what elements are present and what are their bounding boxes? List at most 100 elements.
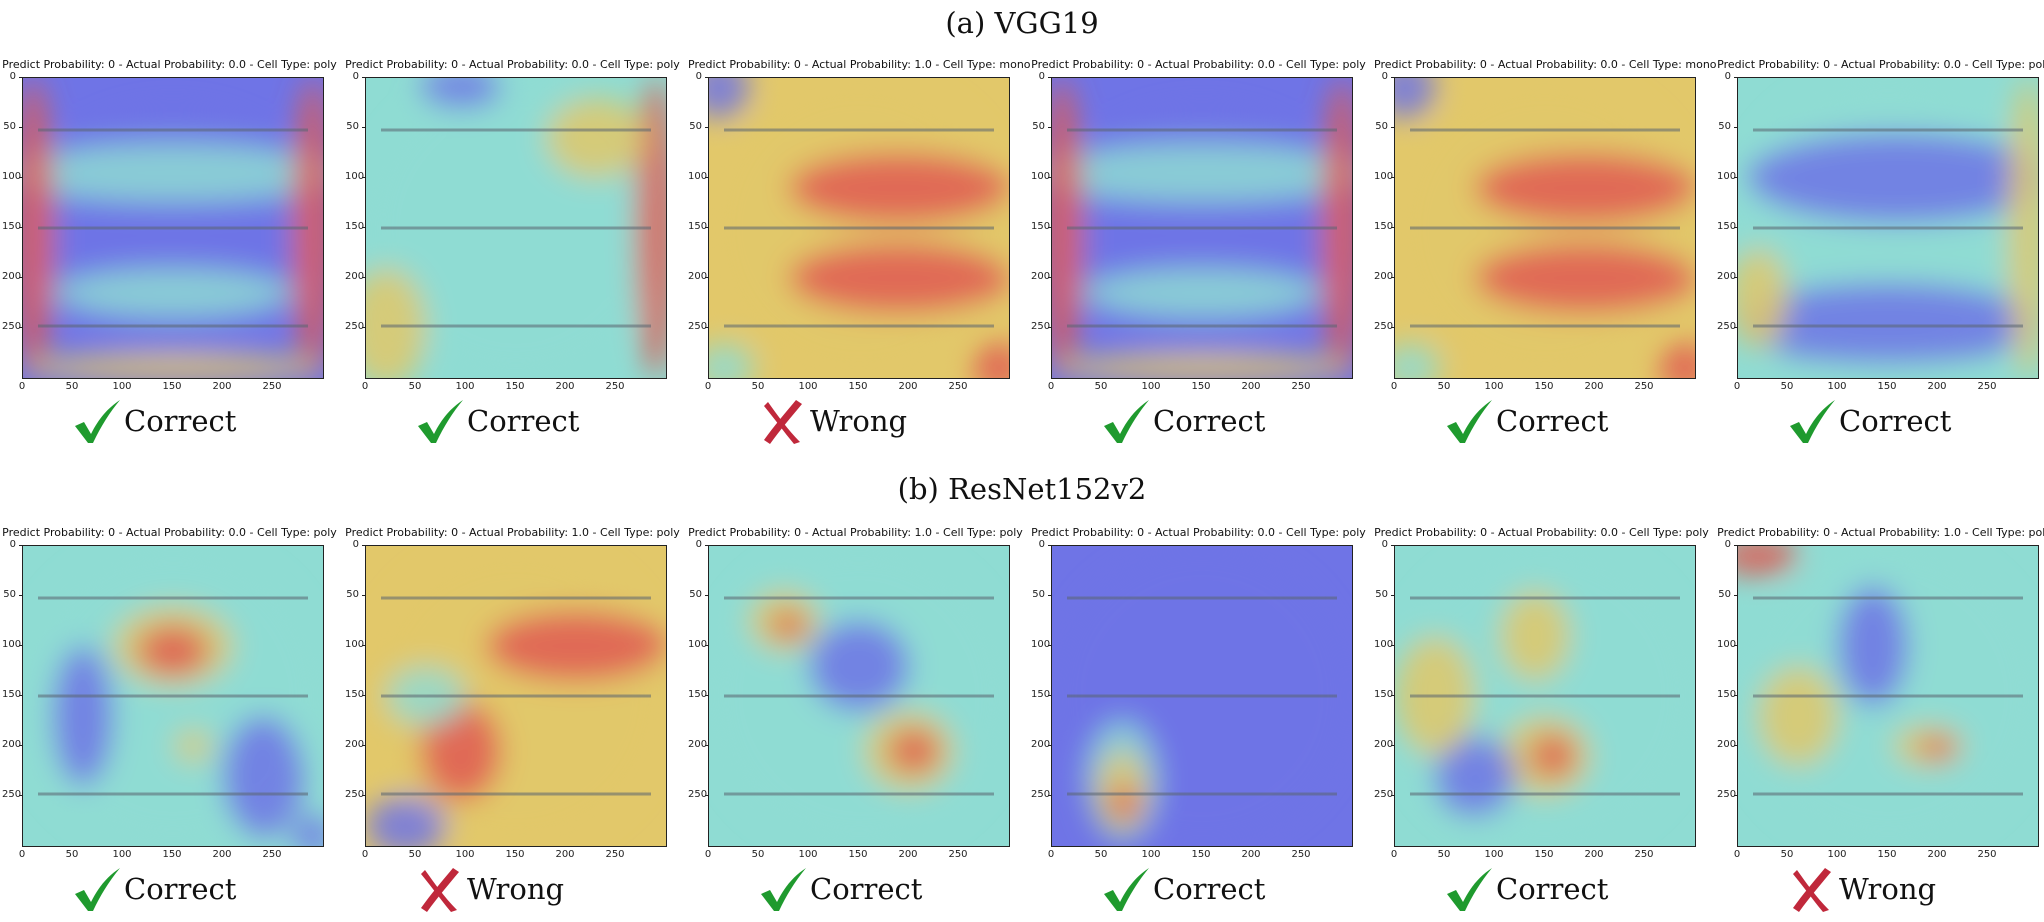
attention-region [1531, 734, 1575, 778]
verdict-text: Wrong [467, 872, 565, 906]
y-tick-label: 200 [688, 271, 708, 282]
x-tick-label: 100 [1827, 849, 1847, 860]
gradcam-panel: Predict Probability: 0 - Actual Probabil… [688, 58, 1031, 450]
y-tick-label: 250 [1374, 789, 1394, 800]
attention-region [293, 78, 323, 378]
verdict-text: Correct [467, 404, 580, 438]
attention-region [1500, 591, 1570, 681]
y-tick-label: 150 [1031, 221, 1051, 232]
x-tick-label: 200 [555, 381, 575, 392]
x-tick-label: 200 [1927, 849, 1947, 860]
y-tick-label: 150 [1717, 221, 1737, 232]
y-tick-label: 200 [2, 271, 22, 282]
x-tick-label: 200 [1584, 849, 1604, 860]
x-tick-label: 50 [65, 381, 79, 392]
y-tick-label: 50 [346, 121, 365, 132]
x-tick-label: 150 [848, 381, 868, 392]
y-tick-label: 250 [688, 321, 708, 332]
verdict-text: Wrong [810, 404, 908, 438]
y-tick-label: 250 [1717, 789, 1737, 800]
y-tick-label: 250 [2, 789, 22, 800]
attention-region [789, 153, 1009, 223]
verdict-label: Correct [1444, 396, 1608, 446]
x-tick-label: 100 [1484, 849, 1504, 860]
x-tick-label: 0 [1733, 849, 1741, 860]
heatmap-plot [1051, 545, 1353, 847]
heatmap-plot [22, 77, 324, 379]
gradcam-panel: Predict Probability: 0 - Actual Probabil… [1031, 58, 1366, 450]
y-tick-label: 0 [1374, 540, 1394, 550]
heatmap-image [1738, 546, 2038, 846]
y-tick-label: 0 [1374, 72, 1394, 82]
checkmark-icon [75, 400, 120, 443]
x-tick-label: 50 [65, 849, 79, 860]
attention-region [1738, 283, 2038, 363]
y-tick-label: 50 [1718, 121, 1737, 132]
heatmap-image [709, 546, 1009, 846]
heatmap-image [366, 546, 666, 846]
y-tick-label: 0 [345, 540, 365, 550]
y-tick-label: 200 [1374, 271, 1394, 282]
attention-region [1395, 343, 1440, 378]
attention-region [175, 730, 211, 762]
y-tick-label: 100 [1031, 171, 1051, 182]
verdict-label: Correct [1444, 864, 1608, 914]
y-tick-label: 250 [688, 789, 708, 800]
x-tick-label: 200 [1241, 849, 1261, 860]
heatmap-image [1738, 78, 2038, 378]
attention-region [1108, 786, 1140, 822]
x-tick-label: 50 [1094, 381, 1108, 392]
x-tick-label: 0 [18, 849, 26, 860]
x-tick-label: 50 [751, 849, 765, 860]
verdict-text: Correct [1496, 404, 1609, 438]
x-tick-label: 250 [948, 381, 968, 392]
panel-title: Predict Probability: 0 - Actual Probabil… [1374, 58, 1717, 71]
attention-region [1052, 143, 1352, 203]
heatmap-plot [22, 545, 324, 847]
y-tick-label: 100 [688, 171, 708, 182]
x-tick-label: 0 [1047, 381, 1055, 392]
heatmap-image [1052, 546, 1352, 846]
heatmap-plot [1051, 77, 1353, 379]
gradcam-panel: Predict Probability: 0 - Actual Probabil… [345, 526, 680, 918]
verdict-label: Correct [758, 864, 922, 914]
x-tick-label: 200 [1927, 381, 1947, 392]
attention-region [23, 143, 323, 203]
x-tick-label: 50 [1780, 849, 1794, 860]
heatmap-image [23, 546, 323, 846]
x-tick-label: 150 [162, 381, 182, 392]
cross-icon [421, 868, 459, 912]
x-tick-label: 100 [798, 381, 818, 392]
heatmap-plot [1394, 77, 1696, 379]
attention-region [1838, 586, 1908, 706]
attention-region [138, 626, 208, 676]
attention-region [53, 646, 113, 786]
verdict-label: Correct [72, 864, 236, 914]
verdict-label: Correct [1101, 396, 1265, 446]
attention-region [486, 611, 666, 681]
heatmap-plot [365, 545, 667, 847]
attention-region [709, 343, 754, 378]
x-tick-label: 50 [408, 381, 422, 392]
y-tick-label: 200 [1031, 271, 1051, 282]
cross-icon [764, 400, 802, 444]
panel-title: Predict Probability: 0 - Actual Probabil… [2, 526, 337, 539]
y-tick-label: 100 [1031, 639, 1051, 650]
attention-region [771, 612, 807, 640]
attention-region [1395, 78, 1435, 118]
y-tick-label: 250 [2, 321, 22, 332]
y-tick-label: 150 [345, 689, 365, 700]
gradcam-panel: Predict Probability: 0 - Actual Probabil… [345, 58, 680, 450]
x-tick-label: 0 [1733, 381, 1741, 392]
checkmark-icon [75, 868, 120, 911]
panel-title: Predict Probability: 0 - Actual Probabil… [1717, 526, 2044, 539]
heatmap-image [366, 78, 666, 378]
attention-region [1758, 666, 1838, 766]
attention-region [2008, 78, 2038, 378]
y-tick-label: 150 [345, 221, 365, 232]
y-tick-label: 150 [2, 221, 22, 232]
gradcam-panel: Predict Probability: 0 - Actual Probabil… [1717, 526, 2044, 918]
heatmap-image [1395, 546, 1695, 846]
attention-region [709, 78, 749, 118]
gradcam-panel: Predict Probability: 0 - Actual Probabil… [1374, 58, 1717, 450]
